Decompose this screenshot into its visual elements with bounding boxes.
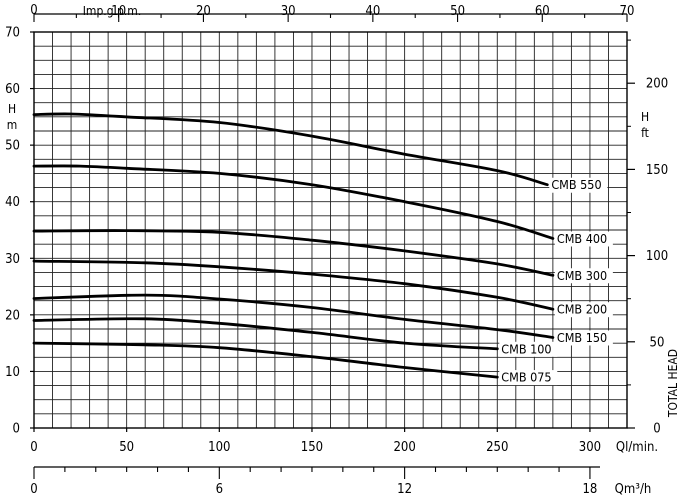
curve-line xyxy=(32,229,555,277)
m3h-tick-label: 6 xyxy=(216,482,223,497)
m3h-axis-label: Qm³/h xyxy=(615,482,652,497)
bottom-tick-label: 100 xyxy=(208,440,230,455)
bottom-tick-label: 200 xyxy=(393,440,415,455)
total-head-label: TOTAL HEAD xyxy=(666,349,680,418)
curve-label-bg xyxy=(554,231,613,247)
chart-grid xyxy=(34,32,627,428)
right-tick-label: 150 xyxy=(646,163,668,178)
left-axis-unit-label: m xyxy=(7,118,18,132)
bottom-tick-label: 0 xyxy=(30,440,37,455)
left-tick-label: 70 xyxy=(5,26,20,41)
right-tick-label: 0 xyxy=(653,422,660,437)
gpm-tick-label: 70 xyxy=(620,4,635,19)
gpm-tick-label: 60 xyxy=(535,4,550,19)
gpm-tick-label: 30 xyxy=(281,4,296,19)
curve-label-bg xyxy=(554,330,613,346)
left-tick-label: 40 xyxy=(5,195,20,210)
curve-label: CMB 200 xyxy=(557,302,607,317)
right-axis-h-label: H xyxy=(641,110,649,124)
right-tick-label: 200 xyxy=(646,77,668,92)
curve-label: CMB 075 xyxy=(501,370,551,385)
curve-line xyxy=(32,164,555,240)
left-tick-label: 60 xyxy=(5,82,20,97)
left-tick-label: 0 xyxy=(13,422,20,437)
curve-line xyxy=(32,259,555,311)
bottom-tick-label: 50 xyxy=(119,440,134,455)
left-axis-h-label: H xyxy=(8,102,16,116)
curve-label-bg xyxy=(499,370,558,386)
ticks-layer xyxy=(30,14,635,479)
gpm-tick-label: 0 xyxy=(30,3,37,18)
left-tick-label: 20 xyxy=(5,308,20,323)
left-tick-label: 50 xyxy=(5,139,20,154)
m3h-tick-label: 18 xyxy=(582,482,597,497)
left-tick-label: 10 xyxy=(5,365,20,380)
curve-label-bg xyxy=(549,177,608,193)
gpm-axis-label: Imp.g.p.m. xyxy=(83,4,142,18)
right-axis-unit-label: ft xyxy=(641,126,649,140)
curve-label-bg xyxy=(499,341,558,357)
curve-label: CMB 300 xyxy=(557,268,607,283)
curve-labels-layer: CMB 550 CMB 400 CMB 300 CMB 200 CMB 150 CMB 1… xyxy=(499,177,613,386)
curve-line xyxy=(32,112,549,187)
curve-label: CMB 100 xyxy=(501,341,551,356)
curve-line xyxy=(32,293,555,339)
right-tick-label: 50 xyxy=(650,335,665,350)
bottom-tick-label: 150 xyxy=(301,440,323,455)
curve-line xyxy=(32,341,499,379)
left-tick-label: 30 xyxy=(5,252,20,267)
bottom-axis-label: Ql/min. xyxy=(616,440,658,455)
curve-label: CMB 400 xyxy=(557,231,607,246)
gpm-tick-label: 50 xyxy=(450,4,465,19)
curve-label: CMB 150 xyxy=(557,330,607,345)
m3h-tick-label: 12 xyxy=(397,482,412,497)
curve-label-bg xyxy=(554,302,613,318)
curves-layer xyxy=(32,112,555,379)
curve-label: CMB 550 xyxy=(551,177,601,192)
gpm-tick-label: 20 xyxy=(196,4,211,19)
m3h-tick-label: 0 xyxy=(30,482,37,497)
gpm-tick-label: 10 xyxy=(111,4,126,19)
curve-line xyxy=(32,317,499,351)
curve-label-bg xyxy=(554,268,613,284)
gpm-tick-label: 40 xyxy=(365,4,380,19)
bottom-tick-label: 300 xyxy=(579,440,601,455)
right-tick-label: 100 xyxy=(646,249,668,264)
bottom-tick-label: 250 xyxy=(486,440,508,455)
